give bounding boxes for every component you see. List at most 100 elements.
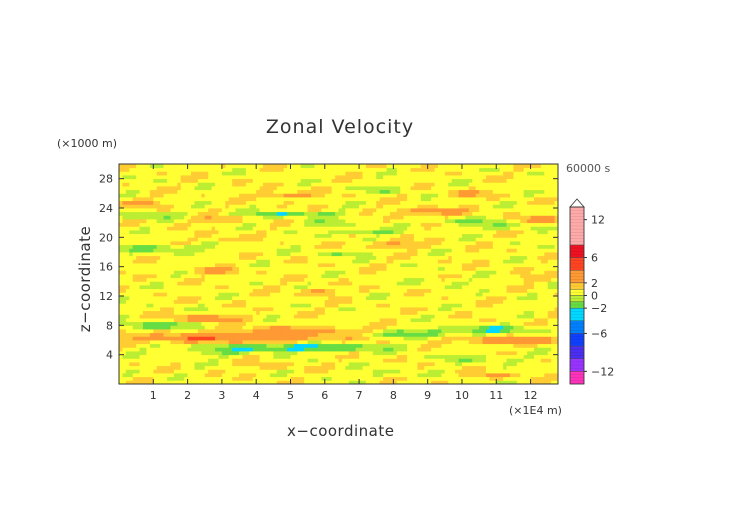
heatmap-cell — [396, 288, 401, 293]
heatmap-cell — [427, 307, 432, 312]
heatmap-cell — [424, 340, 429, 345]
heatmap-cell — [276, 329, 281, 334]
heatmap-cell — [424, 314, 429, 319]
heatmap-cell — [475, 365, 480, 370]
heatmap-cell — [204, 274, 209, 279]
heatmap-cell — [132, 354, 137, 359]
heatmap-cell — [393, 248, 398, 253]
heatmap-cell — [533, 255, 538, 260]
heatmap-cell — [530, 281, 535, 286]
heatmap-cell — [417, 296, 422, 301]
heatmap-cell — [153, 358, 158, 363]
heatmap-cell — [537, 340, 542, 345]
heatmap-cell — [136, 314, 140, 319]
heatmap-cell — [482, 336, 487, 341]
heatmap-cell — [530, 296, 535, 301]
heatmap-cell — [338, 274, 343, 279]
heatmap-cell — [355, 321, 360, 326]
heatmap-cell — [362, 241, 367, 246]
heatmap-cell — [376, 244, 381, 249]
heatmap-cell — [338, 259, 343, 264]
heatmap-cell — [252, 318, 257, 323]
heatmap-cell — [499, 380, 504, 385]
heatmap-cell — [173, 373, 178, 378]
heatmap-cell — [177, 270, 182, 275]
heatmap-cell — [201, 321, 206, 326]
heatmap-cell — [506, 274, 511, 279]
heatmap-cell — [239, 285, 243, 290]
heatmap-cell — [232, 336, 237, 341]
heatmap-cell — [444, 285, 449, 290]
heatmap-cell — [400, 259, 405, 264]
heatmap-cell — [441, 351, 446, 356]
heatmap-cell — [355, 329, 360, 334]
heatmap-cell — [403, 332, 408, 337]
heatmap-cell — [544, 351, 549, 356]
heatmap-cell — [235, 365, 240, 370]
heatmap-cell — [180, 325, 185, 330]
heatmap-cell — [194, 347, 199, 352]
heatmap-cell — [407, 318, 411, 323]
heatmap-cell — [256, 303, 261, 308]
heatmap-cell — [208, 255, 212, 260]
heatmap-cell — [513, 307, 518, 312]
heatmap-cell — [331, 307, 336, 312]
heatmap-cell — [468, 270, 473, 275]
heatmap-cell — [355, 358, 360, 363]
heatmap-cell — [167, 362, 171, 367]
heatmap-cell — [461, 285, 466, 290]
heatmap-cell — [359, 332, 363, 337]
heatmap-cell — [527, 266, 531, 271]
heatmap-cell — [345, 299, 350, 304]
heatmap-cell — [489, 354, 494, 359]
heatmap-cell — [249, 380, 254, 385]
heatmap-cell — [170, 365, 175, 370]
heatmap-cell — [540, 365, 545, 370]
heatmap-cell — [503, 303, 507, 308]
heatmap-cell — [554, 274, 559, 279]
heatmap-cell — [232, 351, 237, 356]
heatmap-cell — [407, 307, 411, 312]
heatmap-cell — [194, 340, 199, 345]
heatmap-cell — [314, 380, 319, 385]
heatmap-cell — [300, 332, 305, 337]
heatmap-cell — [177, 380, 182, 385]
heatmap-cell — [506, 266, 511, 271]
heatmap-cell — [208, 336, 212, 341]
heatmap-cell — [304, 296, 309, 301]
heatmap-cell — [393, 266, 398, 271]
heatmap-cell — [256, 255, 261, 260]
heatmap-cell — [252, 270, 257, 275]
heatmap-cell — [509, 321, 514, 326]
heatmap-cell — [304, 318, 309, 323]
heatmap-cell — [191, 325, 195, 330]
heatmap-cell — [479, 343, 483, 348]
heatmap-cell — [266, 351, 271, 356]
heatmap-cell — [359, 288, 363, 293]
heatmap-cell — [242, 288, 247, 293]
heatmap-cell — [259, 270, 264, 275]
heatmap-cell — [239, 354, 243, 359]
heatmap-cell — [177, 288, 182, 293]
heatmap-cell — [530, 362, 535, 367]
heatmap-cell — [348, 259, 353, 264]
heatmap-cell — [448, 285, 453, 290]
heatmap-cell — [533, 263, 538, 268]
heatmap-cell — [266, 292, 271, 297]
heatmap-cell — [245, 241, 250, 246]
heatmap-cell — [139, 347, 144, 352]
heatmap-cell — [201, 336, 206, 341]
heatmap-cell — [441, 299, 446, 304]
heatmap-cell — [242, 277, 247, 282]
heatmap-cell — [407, 259, 411, 264]
heatmap-cell — [472, 347, 477, 352]
heatmap-cell — [509, 325, 514, 330]
heatmap-cell — [341, 270, 346, 275]
heatmap-cell — [527, 347, 531, 352]
heatmap-cell — [167, 340, 171, 345]
heatmap-cell — [376, 241, 381, 246]
heatmap-cell — [245, 321, 250, 326]
heatmap-cell — [348, 343, 353, 348]
heatmap-cell — [252, 358, 257, 363]
heatmap-cell — [242, 263, 247, 268]
